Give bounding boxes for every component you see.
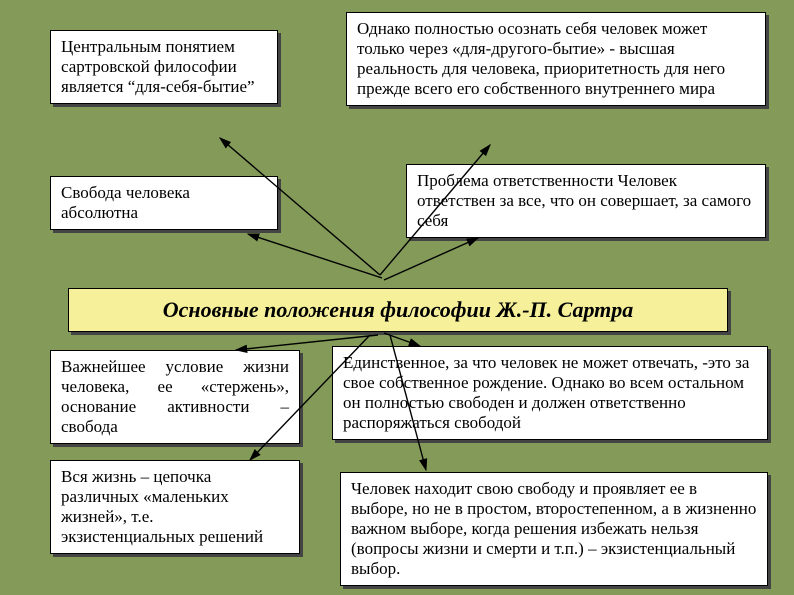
box-responsibility: Проблема ответственности Человек ответст… bbox=[406, 164, 766, 238]
box-text: Однако полностью осознать себя человек м… bbox=[357, 19, 725, 98]
box-text: Вся жизнь – цепочка различных «маленьких… bbox=[61, 467, 263, 546]
box-freedom-absolute: Свобода человека абсолютна bbox=[50, 176, 278, 230]
box-existential-choice: Человек находит свою свободу и проявляет… bbox=[340, 472, 768, 586]
box-life-condition: Важнейшее условие жизни человека, ее «ст… bbox=[50, 350, 300, 444]
box-text: Единственное, за что человек не может от… bbox=[343, 353, 749, 432]
box-central-concept: Центральным понятием сартровской философ… bbox=[50, 30, 278, 104]
title-box: Основные положения философии Ж.-П. Сартр… bbox=[68, 288, 728, 332]
box-text: Важнейшее условие жизни человека, ее «ст… bbox=[61, 357, 289, 436]
box-text: Центральным понятием сартровской философ… bbox=[61, 37, 255, 96]
box-birth-exception: Единственное, за что человек не может от… bbox=[332, 346, 768, 440]
box-text: Свобода человека абсолютна bbox=[61, 183, 190, 222]
box-text: Проблема ответственности Человек ответст… bbox=[417, 171, 751, 230]
box-text: Человек находит свою свободу и проявляет… bbox=[351, 479, 756, 578]
title-text: Основные положения философии Ж.-П. Сартр… bbox=[163, 297, 634, 322]
box-life-chain: Вся жизнь – цепочка различных «маленьких… bbox=[50, 460, 300, 554]
box-for-other-being: Однако полностью осознать себя человек м… bbox=[346, 12, 766, 106]
